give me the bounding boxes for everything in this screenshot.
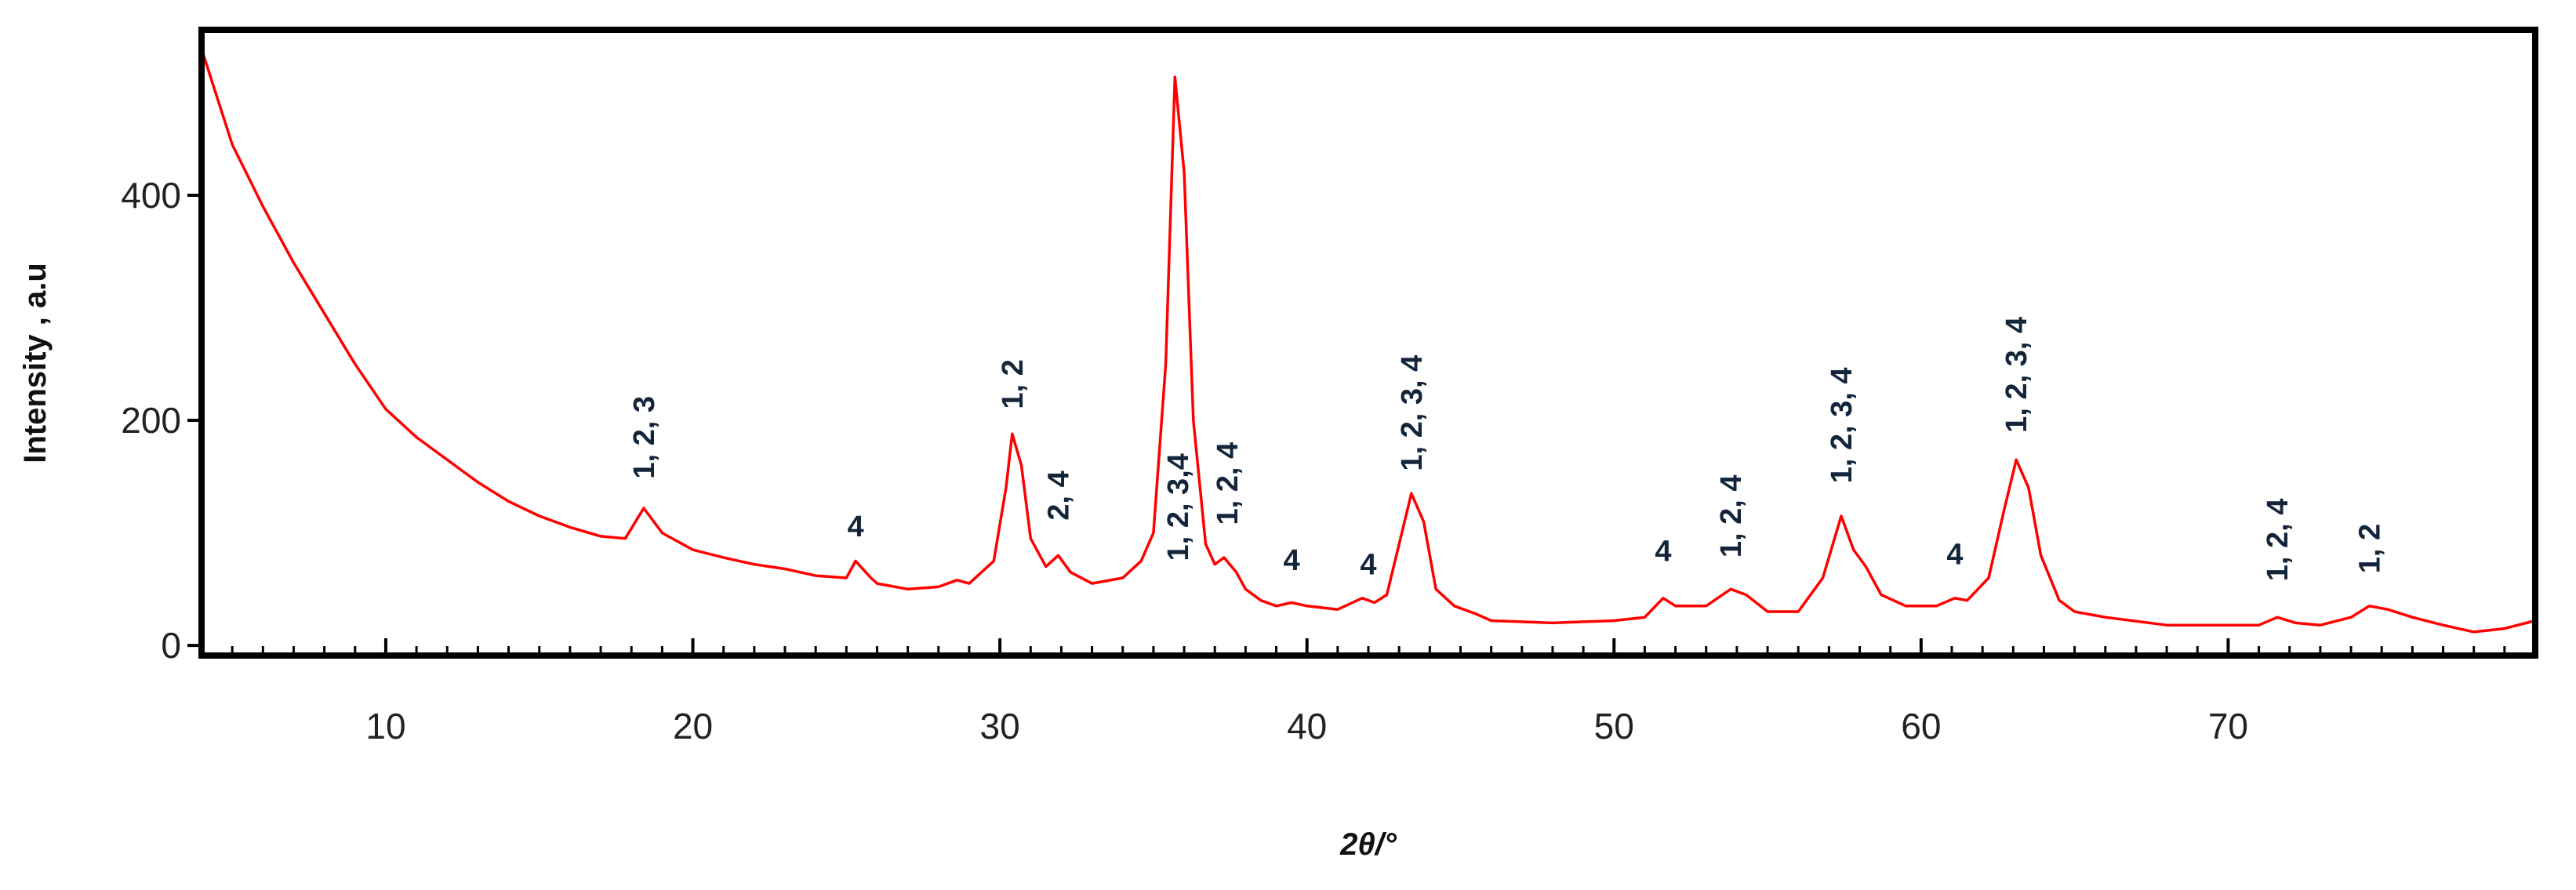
peak-annotation: 2, 4 (1043, 470, 1076, 520)
x-tick-label: 40 (1287, 706, 1327, 747)
peak-annotation: 1, 2 (997, 359, 1030, 409)
peak-annotation: 1, 2, 4 (1715, 474, 1748, 558)
peak-annotation: 1, 2, 3, 4 (2000, 317, 2033, 433)
x-tick-label: 60 (1901, 706, 1941, 747)
x-tick-label: 10 (365, 706, 405, 747)
x-axis-label: 2θ/° (1339, 827, 1397, 862)
peak-annotation: 1, 2, 3, 4 (1396, 355, 1429, 471)
y-tick-label: 200 (121, 400, 181, 441)
peak-annotation: 1, 2, 3, 4 (1826, 368, 1858, 484)
x-tick-label: 20 (673, 706, 713, 747)
peak-annotation: 1, 2 (2354, 524, 2387, 573)
peak-annotation: 4 (1946, 539, 1963, 572)
peak-annotation: 4 (1284, 544, 1300, 577)
peak-annotation: 4 (1360, 549, 1376, 582)
y-tick-label: 0 (161, 625, 181, 666)
x-tick-label: 30 (980, 706, 1020, 747)
y-axis-label: Intensity , a.u (18, 263, 53, 463)
peak-annotation: 1, 2, 4 (1212, 442, 1244, 525)
plot-frame (198, 27, 2538, 659)
peak-annotation: 1, 2, 3 (628, 396, 661, 479)
peak-annotation: 4 (1655, 535, 1671, 568)
x-tick-label: 50 (1594, 706, 1634, 747)
peak-annotation: 1, 2, 3,4 (1162, 453, 1195, 561)
x-tick-label: 70 (2208, 706, 2248, 747)
peak-annotation: 1, 2, 4 (2262, 499, 2294, 582)
data-line (200, 48, 2536, 634)
y-tick-label: 400 (121, 175, 181, 216)
peak-annotation: 4 (847, 510, 863, 543)
